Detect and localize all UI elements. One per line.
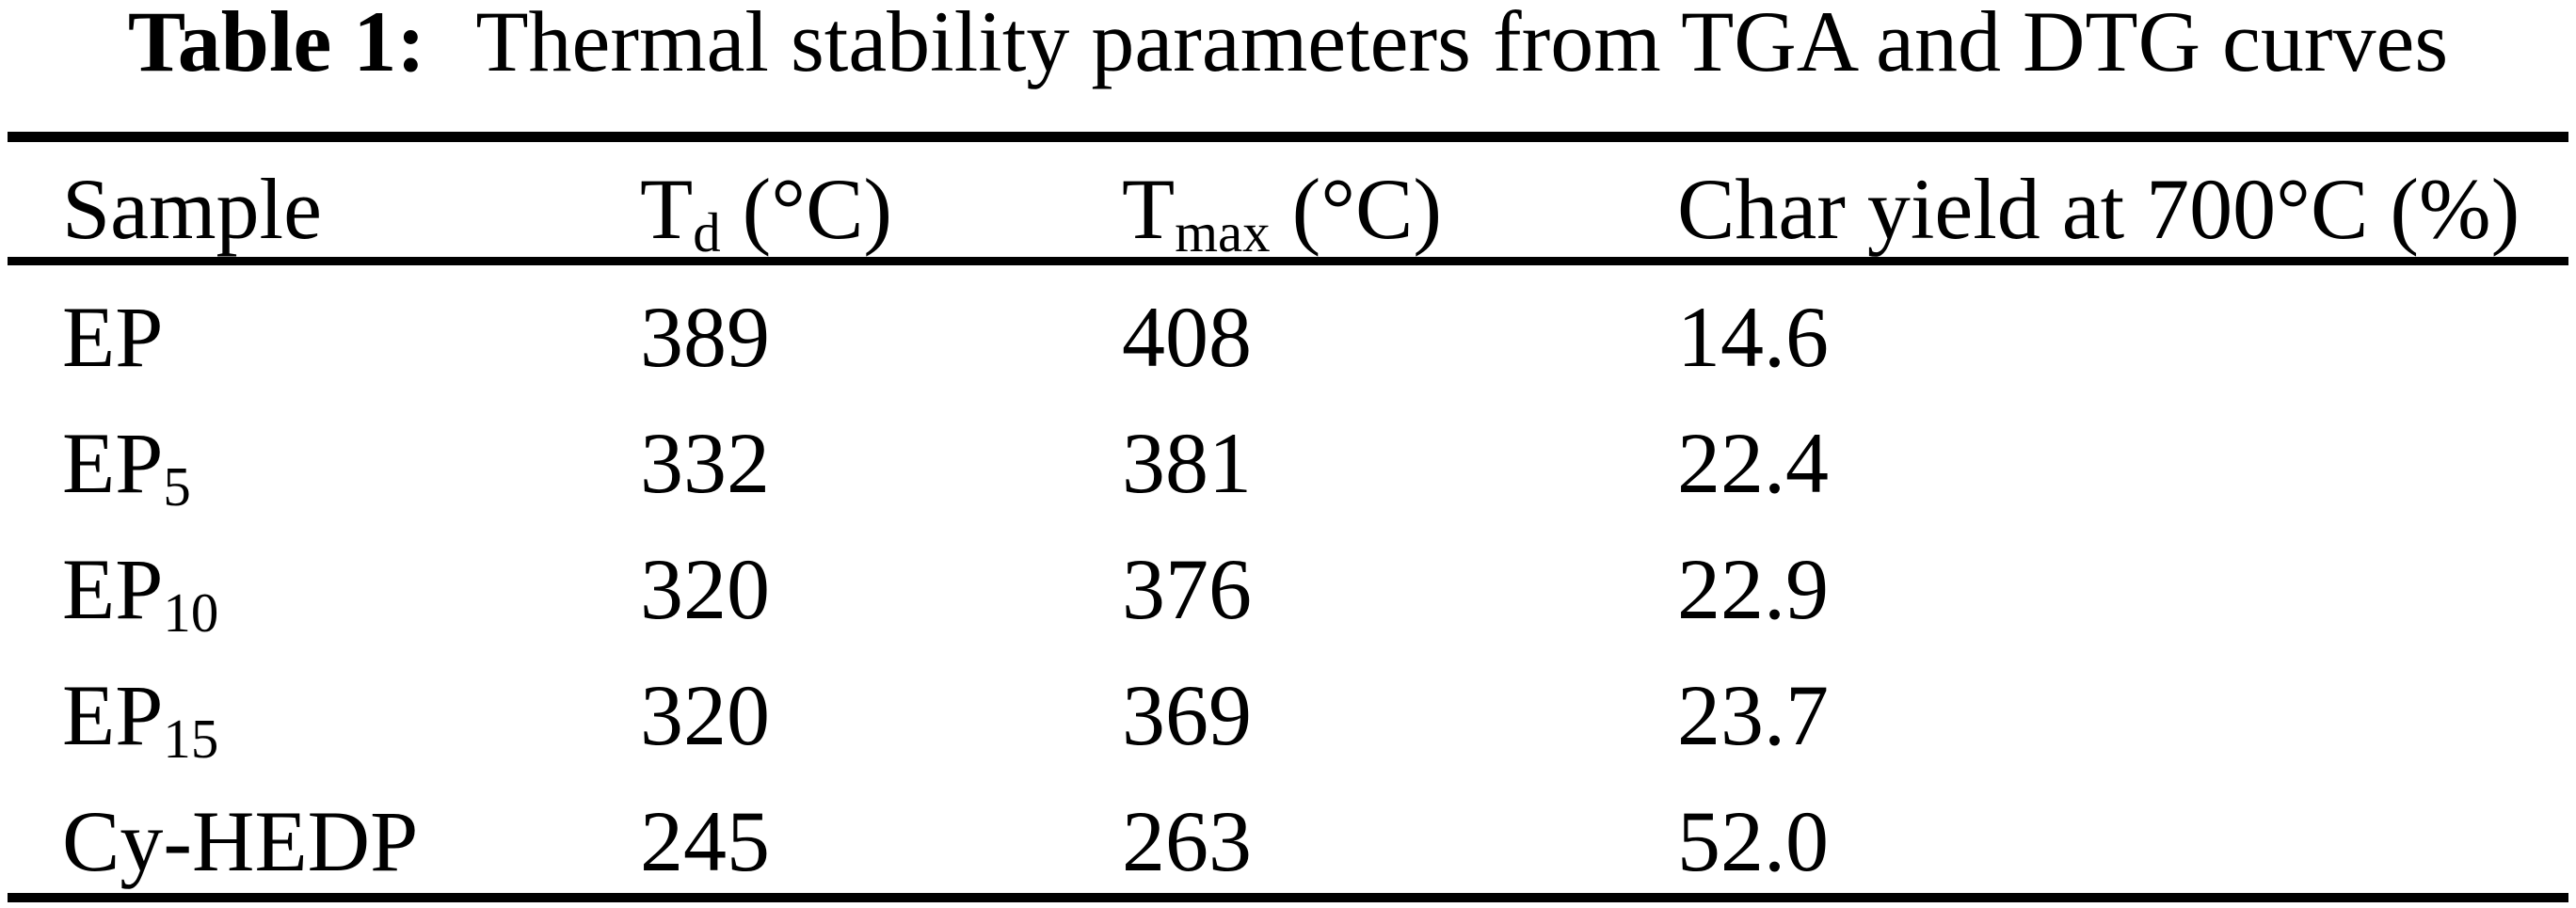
header-td-subscript: d [693,202,721,264]
sample-text: EP [62,289,164,385]
table-caption-label: Table 1: [127,0,425,89]
table-caption-text: Thermal stability parameters from TGA an… [475,0,2449,89]
cell-char-yield: 23.7 [1677,667,1829,763]
cell-tmax: 408 [1122,289,1252,385]
header-tmax: Tmax (°C) [1122,166,1677,261]
cell-td: 332 [640,415,770,511]
cell-tmax: 369 [1122,667,1252,763]
sample-subscript: 10 [163,582,219,645]
table-row: EP15 320 369 23.7 [0,667,2576,767]
table-row: EP10 320 376 22.9 [0,541,2576,641]
table-caption: Table 1: Thermal stability parameters fro… [0,0,2576,88]
header-tmax-symbol: T [1122,161,1176,257]
header-td-unit: (°C) [720,161,893,257]
header-tmax-unit: (°C) [1270,161,1443,257]
table-header-rule [8,257,2568,265]
sample-text: Cy-HEDP [62,793,419,889]
sample-text: EP [62,667,164,763]
table-row: EP5 332 381 22.4 [0,415,2576,515]
cell-sample: EP5 [62,420,640,515]
sample-subscript: 15 [163,709,219,771]
cell-char-yield: 52.0 [1677,793,1829,889]
header-td: Td (°C) [640,166,1122,261]
header-tmax-subscript: max [1175,202,1271,264]
cell-sample: EP15 [62,672,640,767]
header-sample: Sample [62,161,322,257]
cell-td: 320 [640,667,770,763]
sample-text: EP [62,541,164,637]
cell-tmax: 263 [1122,793,1252,889]
cell-sample: Cy-HEDP [62,798,640,884]
table-top-rule [8,132,2568,142]
cell-sample: EP [62,294,640,380]
table-bottom-rule [8,893,2568,902]
header-td-symbol: T [640,161,694,257]
sample-text: EP [62,415,164,511]
cell-td: 389 [640,289,770,385]
cell-tmax: 376 [1122,541,1252,637]
cell-char-yield: 22.9 [1677,541,1829,637]
cell-tmax: 381 [1122,415,1252,511]
cell-td: 320 [640,541,770,637]
table-row: EP 389 408 14.6 [0,294,2576,380]
table-row: Cy-HEDP 245 263 52.0 [0,798,2576,884]
header-char-yield: Char yield at 700°C (%) [1677,161,2520,257]
sample-subscript: 5 [163,456,191,518]
cell-char-yield: 22.4 [1677,415,1829,511]
table-header-row: Sample Td (°C) Tmax (°C) Char yield at 7… [0,161,2576,261]
cell-char-yield: 14.6 [1677,289,1829,385]
cell-td: 245 [640,793,770,889]
cell-sample: EP10 [62,546,640,641]
